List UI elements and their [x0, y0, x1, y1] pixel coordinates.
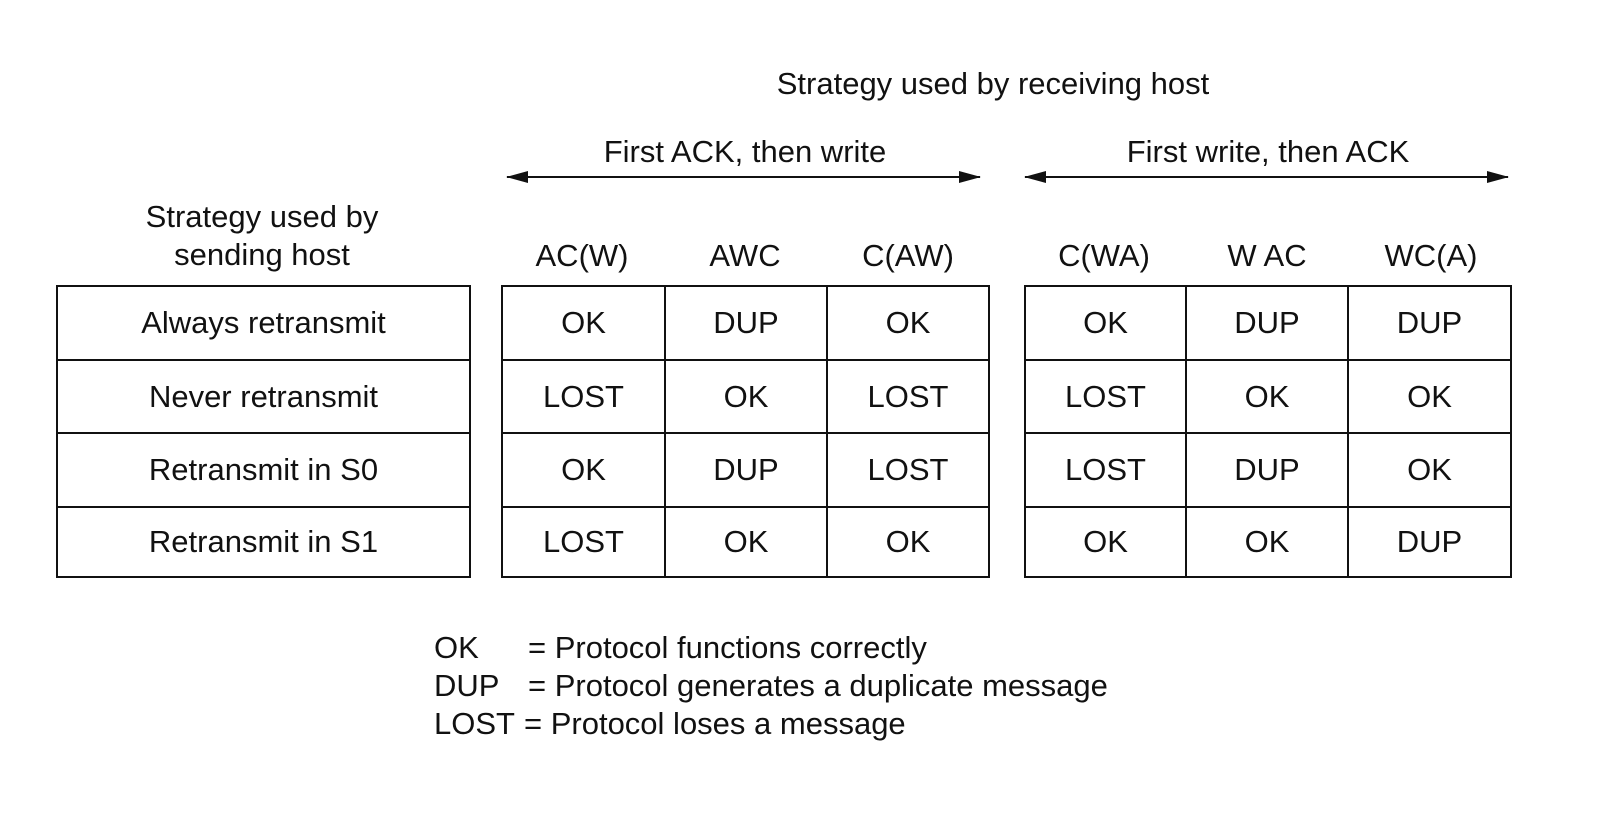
- row-label: Never retransmit: [58, 361, 469, 434]
- sending-host-title-line1: Strategy used by: [145, 199, 379, 234]
- column-header: AC(W): [535, 238, 629, 273]
- result-cell: OK: [666, 361, 828, 434]
- result-cell: OK: [1349, 434, 1510, 508]
- result-cell: DUP: [1187, 287, 1349, 361]
- result-cell: OK: [503, 287, 666, 361]
- receiving-host-title: Strategy used by receiving host: [776, 66, 1210, 101]
- legend-key: OK: [434, 630, 479, 665]
- result-cell: LOST: [828, 434, 988, 508]
- column-header: C(WA): [1058, 238, 1150, 273]
- result-cell: LOST: [1026, 434, 1187, 508]
- result-cell: DUP: [666, 434, 828, 508]
- legend-key: LOST: [434, 706, 515, 741]
- row-label-table: Always retransmit Never retransmit Retra…: [56, 285, 471, 578]
- column-header: AWC: [709, 238, 781, 273]
- result-cell: LOST: [828, 361, 988, 434]
- row-label: Always retransmit: [58, 287, 469, 361]
- result-cell: DUP: [666, 287, 828, 361]
- result-cell: OK: [1187, 508, 1349, 576]
- column-header: W AC: [1227, 238, 1307, 273]
- column-header: WC(A): [1384, 238, 1478, 273]
- group-label-ack-first: First ACK, then write: [603, 134, 887, 169]
- result-cell: OK: [1187, 361, 1349, 434]
- result-cell: DUP: [1396, 524, 1463, 559]
- legend-text: = Protocol generates a duplicate message: [528, 668, 1108, 703]
- table-ack-first: OK DUP OK LOST OK LOST OK DUP LOST LOST …: [501, 285, 990, 578]
- legend-text: = Protocol functions correctly: [528, 630, 927, 665]
- result-cell: LOST: [503, 361, 666, 434]
- result-cell: OK: [828, 287, 988, 361]
- row-label: Retransmit in S1: [148, 524, 379, 559]
- legend-text: = Protocol loses a message: [524, 706, 906, 741]
- result-cell: OK: [1026, 287, 1187, 361]
- legend-item-dup: DUP = Protocol generates a duplicate mes…: [434, 668, 1234, 704]
- table-write-first: OK DUP DUP LOST OK OK LOST DUP OK OK OK …: [1024, 285, 1512, 578]
- column-header: C(AW): [862, 238, 954, 273]
- group-label-write-first: First write, then ACK: [1126, 134, 1410, 169]
- legend-item-ok: OK = Protocol functions correctly: [434, 630, 1234, 666]
- result-cell: OK: [1349, 361, 1510, 434]
- sending-host-title-line2: sending host: [174, 237, 350, 272]
- result-cell: LOST: [1026, 361, 1187, 434]
- result-cell: OK: [885, 524, 931, 559]
- result-cell: OK: [1026, 508, 1187, 576]
- result-cell: DUP: [1349, 287, 1510, 361]
- result-cell: DUP: [1187, 434, 1349, 508]
- result-cell: OK: [503, 434, 666, 508]
- result-cell: LOST: [503, 508, 666, 576]
- legend-item-lost: LOST = Protocol loses a message: [434, 706, 1234, 742]
- legend-key: DUP: [434, 668, 500, 703]
- row-label: Retransmit in S0: [58, 434, 469, 508]
- result-cell: OK: [666, 508, 828, 576]
